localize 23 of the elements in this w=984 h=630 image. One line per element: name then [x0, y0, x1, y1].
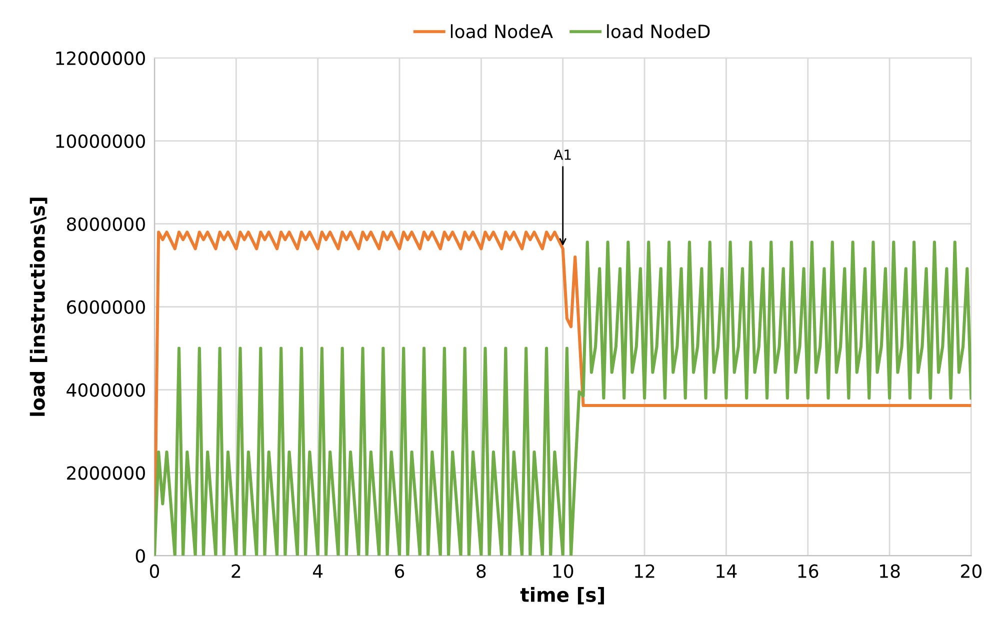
y-tick-label: 6000000: [67, 300, 145, 314]
x-tick-label: 6: [395, 564, 404, 578]
legend-label: load NodeA: [450, 24, 553, 38]
x-tick-label: 8: [476, 564, 486, 578]
annotation: A1: [554, 150, 571, 160]
x-tick-label: 20: [961, 564, 982, 578]
x-tick-label: 14: [716, 564, 737, 578]
x-tick-label: 18: [880, 564, 900, 578]
y-tick-label: 4000000: [66, 383, 145, 397]
y-axis-title: load [instructions\s]: [30, 198, 48, 416]
x-tick-label: 2: [232, 564, 240, 578]
y-tick-label: 12000000: [56, 51, 145, 66]
x-tick-label: 12: [635, 564, 654, 578]
x-axis-title: time [s]: [520, 587, 604, 604]
y-tick-label: 8000000: [66, 217, 145, 231]
legend-label: load NodeD: [607, 24, 710, 38]
x-tick-label: 16: [798, 564, 818, 578]
y-tick-label: 10000000: [56, 134, 145, 148]
x-tick-label: 4: [312, 564, 323, 578]
x-tick-label: 10: [553, 564, 574, 578]
y-tick-label: 2000000: [67, 466, 145, 480]
y-tick-label: 0: [136, 549, 145, 563]
x-tick-label: 0: [150, 564, 160, 578]
